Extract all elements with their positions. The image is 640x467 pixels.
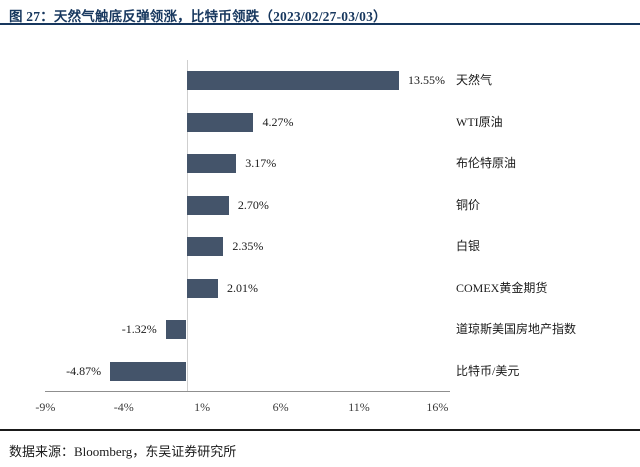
x-tick-0: -9%: [35, 400, 56, 414]
category-label-6: 道琼斯美国房地产指数: [456, 322, 577, 337]
x-axis-line: [45, 391, 451, 392]
value-label-4: 2.35%: [232, 239, 264, 254]
value-label-6: -1.32%: [121, 322, 157, 337]
header-divider: [0, 23, 640, 25]
value-label-3: 2.70%: [237, 197, 269, 212]
category-label-3: 铜价: [456, 197, 481, 212]
bar-4: [186, 237, 224, 257]
data-source-note: 数据来源：Bloomberg，东吴证券研究所: [9, 444, 237, 459]
category-label-0: 天然气: [456, 73, 493, 88]
value-label-2: 3.17%: [245, 156, 277, 171]
category-label-7: 比特币/美元: [456, 363, 520, 378]
bar-6: [165, 320, 187, 340]
category-label-4: 白银: [456, 239, 481, 254]
x-tick-4: 11%: [348, 400, 370, 414]
x-tick-5: 16%: [426, 400, 449, 414]
x-tick-1: -4%: [113, 400, 134, 414]
bar-5: [186, 278, 219, 298]
bar-0: [186, 71, 399, 91]
bar-1: [186, 112, 254, 132]
category-label-1: WTI原油: [456, 114, 503, 129]
bar-3: [186, 195, 229, 215]
value-label-5: 2.01%: [227, 280, 259, 295]
footer-divider: [0, 429, 640, 431]
category-label-5: COMEX黄金期货: [456, 280, 548, 295]
bar-2: [186, 154, 237, 174]
category-label-2: 布伦特原油: [456, 156, 517, 171]
x-tick-3: 6%: [272, 400, 289, 414]
bar-7: [110, 361, 187, 381]
value-label-0: 13.55%: [407, 73, 445, 88]
bar-chart-plot-area: 13.55% 天然气 4.27% WTI原油 3.17% 布伦特原油 2.70% 铜价 2.35…: [0, 60, 640, 414]
zero-axis-line: [186, 60, 188, 392]
value-label-1: 4.27%: [262, 114, 294, 129]
figure-title: 图 27：天然气触底反弹领涨，比特币领跌（2023/02/27-03/03）: [9, 9, 387, 24]
value-label-7: -4.87%: [66, 363, 102, 378]
x-tick-2: 1%: [194, 400, 211, 414]
